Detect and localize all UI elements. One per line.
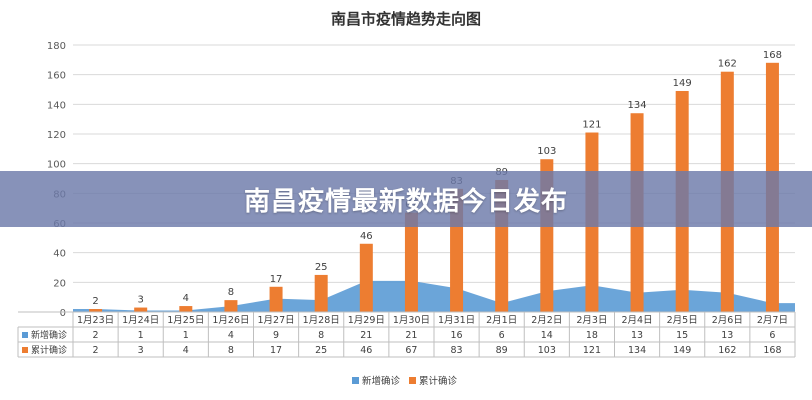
x-tick-label: 2月2日 [531, 315, 562, 326]
x-tick-label: 2月6日 [712, 315, 743, 326]
x-tick-label: 1月25日 [167, 315, 204, 326]
y-tick-label: 180 [47, 41, 66, 52]
table-cell: 3 [138, 345, 144, 356]
bar-value-label: 3 [138, 295, 144, 306]
table-cell: 17 [270, 345, 282, 356]
table-cell: 89 [496, 345, 508, 356]
legend-label-new-confirmed: 新增确诊 [362, 375, 401, 387]
table-cell: 103 [538, 345, 556, 356]
table-cell: 4 [183, 345, 189, 356]
table-cell: 6 [769, 330, 775, 341]
table-legend-key [22, 347, 28, 353]
table-cell: 46 [360, 345, 372, 356]
bar-cumulative [404, 212, 418, 312]
table-cell: 8 [228, 345, 234, 356]
bar-value-label: 134 [628, 100, 647, 111]
x-tick-label: 2月5日 [667, 315, 698, 326]
x-tick-label: 2月7日 [757, 315, 788, 326]
x-tick-label: 1月31日 [438, 315, 475, 326]
table-cell: 4 [228, 330, 234, 341]
table-cell: 67 [405, 345, 417, 356]
table-cell: 83 [451, 345, 463, 356]
bar-cumulative [89, 309, 103, 312]
table-cell: 6 [499, 330, 505, 341]
bar-cumulative [314, 274, 328, 312]
table-row-header: 累计确诊 [31, 344, 67, 356]
table-cell: 21 [360, 330, 372, 341]
table-cell: 2 [93, 330, 99, 341]
table-cell: 18 [586, 330, 598, 341]
y-tick-label: 40 [53, 249, 66, 260]
table-cell: 149 [673, 345, 691, 356]
x-tick-label: 1月29日 [348, 315, 385, 326]
bar-value-label: 168 [763, 50, 782, 61]
y-tick-label: 0 [60, 308, 66, 319]
area-series-new-confirmed [73, 280, 795, 312]
bar-cumulative [179, 306, 193, 312]
table-row-header: 新增确诊 [31, 329, 67, 341]
chart-title: 南昌市疫情趋势走向图 [331, 10, 481, 28]
headline-banner: 南昌疫情最新数据今日发布 [0, 171, 812, 227]
table-legend-key [22, 332, 28, 338]
headline-text: 南昌疫情最新数据今日发布 [243, 186, 568, 217]
bar-value-label: 17 [270, 274, 283, 285]
table-cell: 9 [273, 330, 279, 341]
legend-key-cumulative [409, 377, 416, 384]
table-cell: 162 [718, 345, 736, 356]
table-cell: 1 [183, 330, 189, 341]
y-tick-label: 100 [47, 160, 66, 171]
table-cell: 2 [93, 345, 99, 356]
x-tick-label: 1月28日 [303, 315, 340, 326]
bar-cumulative [269, 286, 283, 312]
table-cell: 168 [763, 345, 781, 356]
x-tick-label: 2月4日 [622, 315, 653, 326]
bar-cumulative [359, 243, 373, 312]
y-tick-label: 140 [47, 100, 66, 111]
table-cell: 15 [676, 330, 688, 341]
x-tick-label: 1月30日 [393, 315, 430, 326]
bar-cumulative [134, 307, 148, 312]
table-cell: 8 [318, 330, 324, 341]
x-tick-label: 1月23日 [77, 315, 114, 326]
legend-label-cumulative: 累计确诊 [419, 375, 458, 387]
bar-value-label: 103 [537, 146, 556, 157]
bar-value-label: 4 [183, 293, 189, 304]
table-cell: 134 [628, 345, 646, 356]
bar-value-label: 25 [315, 262, 328, 273]
table-cell: 13 [631, 330, 643, 341]
x-tick-label: 1月24日 [122, 315, 159, 326]
table-cell: 1 [138, 330, 144, 341]
table-cell: 121 [583, 345, 601, 356]
table-cell: 13 [721, 330, 733, 341]
x-tick-label: 2月1日 [486, 315, 517, 326]
bar-value-label: 149 [673, 78, 692, 89]
table-cell: 25 [315, 345, 327, 356]
x-tick-label: 1月27日 [257, 315, 294, 326]
bar-value-label: 2 [92, 296, 98, 307]
y-tick-label: 120 [47, 130, 66, 141]
y-tick-label: 20 [53, 278, 66, 289]
bar-value-label: 8 [228, 287, 234, 298]
x-tick-label: 2月3日 [576, 315, 607, 326]
table-cell: 16 [451, 330, 463, 341]
bar-value-label: 162 [718, 59, 737, 70]
x-tick-label: 1月26日 [212, 315, 249, 326]
legend-key-new-confirmed [352, 377, 359, 384]
bar-value-label: 46 [360, 231, 373, 242]
table-cell: 21 [405, 330, 417, 341]
bar-value-label: 121 [582, 120, 601, 131]
y-tick-label: 160 [47, 71, 66, 82]
bar-cumulative [224, 300, 238, 312]
table-cell: 14 [541, 330, 553, 341]
